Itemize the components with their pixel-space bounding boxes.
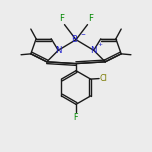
Text: N: N xyxy=(90,46,97,55)
Text: Cl: Cl xyxy=(100,74,108,83)
Text: B: B xyxy=(72,35,78,44)
Text: F: F xyxy=(59,14,64,23)
Text: +: + xyxy=(98,42,103,47)
Text: −: − xyxy=(80,31,85,36)
Text: F: F xyxy=(74,113,78,122)
Text: F: F xyxy=(88,14,93,23)
Text: N: N xyxy=(55,46,62,55)
